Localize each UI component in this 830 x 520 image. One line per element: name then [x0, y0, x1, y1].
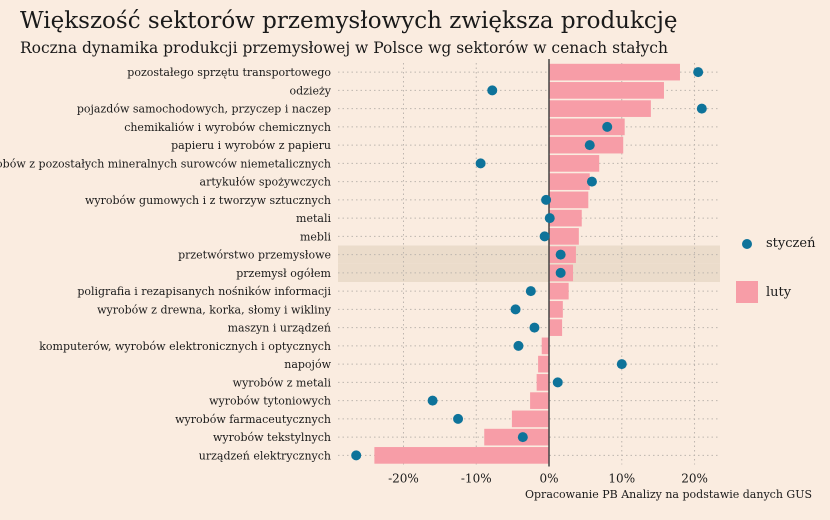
bar-luty — [549, 100, 651, 117]
x-tick-label: 0% — [539, 472, 558, 486]
category-label: wyrobów tytoniowych — [209, 395, 331, 408]
dot-styczen — [552, 377, 563, 388]
dot-styczen — [427, 395, 438, 406]
dot-styczen — [475, 158, 486, 169]
bar-luty — [511, 410, 550, 428]
bar-luty — [549, 191, 589, 209]
category-label: odzieży — [290, 84, 332, 97]
bar-luty — [549, 282, 569, 300]
category-label: wyrobów tekstylnych — [213, 431, 331, 444]
legend-marker-styczen — [742, 239, 752, 249]
dot-styczen — [586, 176, 597, 187]
legend-marker-luty — [736, 281, 758, 303]
dot-styczen — [510, 304, 521, 315]
dot-styczen — [525, 286, 536, 297]
dot-styczen — [529, 322, 540, 333]
bar-luty — [549, 228, 579, 245]
highlight-band — [338, 263, 720, 282]
dot-styczen — [517, 432, 528, 443]
dot-styczen — [453, 413, 464, 424]
dot-styczen — [555, 249, 566, 260]
category-label: przetwórstwo przemysłowe — [178, 249, 331, 262]
dot-styczen — [616, 359, 627, 370]
dot-styczen — [584, 140, 595, 151]
bar-luty — [484, 428, 550, 446]
category-label: napojów — [284, 358, 331, 371]
dot-styczen — [487, 85, 498, 96]
category-label: przemysł ogółem — [236, 267, 331, 280]
category-label: pozostałego sprzętu transportowego — [127, 66, 331, 79]
bar-luty — [538, 355, 550, 373]
bar-luty — [374, 447, 550, 464]
category-label: wyrobów z pozostałych mineralnych surowc… — [0, 157, 331, 170]
chart-title: Większość sektorów przemysłowych zwiększ… — [20, 8, 678, 34]
category-label: wyrobów gumowych i z tworzyw sztucznych — [85, 194, 331, 207]
legend-label-styczen: styczeń — [766, 236, 816, 251]
dot-styczen — [602, 121, 613, 132]
dot-styczen — [693, 67, 704, 78]
category-label: mebli — [300, 230, 332, 243]
category-label: wyrobów z metali — [233, 376, 332, 389]
bar-luty — [549, 301, 563, 318]
category-label: maszyn i urządzeń — [228, 322, 331, 335]
bar-luty — [549, 118, 625, 136]
bar-luty — [549, 173, 590, 190]
category-label: metali — [296, 212, 331, 225]
x-tick-label: 20% — [681, 472, 708, 486]
dot-styczen — [351, 450, 362, 461]
chart-subtitle: Roczna dynamika produkcji przemysłowej w… — [20, 39, 668, 57]
bar-luty — [549, 209, 582, 227]
bar-luty — [549, 155, 600, 172]
category-label: papieru i wyrobów z papieru — [171, 139, 331, 152]
source-caption: Opracowanie PB Analizy na podstawie dany… — [525, 488, 812, 501]
dot-styczen — [555, 267, 566, 278]
x-tick-label: -10% — [461, 472, 492, 486]
category-label: komputerów, wyrobów elektronicznych i op… — [39, 340, 331, 353]
dot-styczen — [513, 340, 524, 351]
dot-styczen — [544, 213, 555, 224]
bar-luty — [549, 319, 563, 336]
bar-luty — [549, 63, 680, 81]
x-tick-label: -20% — [388, 472, 419, 486]
bar-luty — [530, 392, 550, 409]
dot-styczen — [541, 194, 552, 205]
bar-luty — [541, 337, 550, 355]
category-label: chemikaliów i wyrobów chemicznych — [124, 121, 331, 134]
highlight-band — [338, 245, 720, 264]
category-label: pojazdów samochodowych, przyczep i nacze… — [77, 103, 331, 116]
category-label: wyrobów farmaceutycznych — [175, 413, 331, 426]
bar-luty — [549, 82, 664, 99]
dot-styczen — [539, 231, 550, 242]
category-label: urządzeń elektrycznych — [199, 449, 331, 462]
dot-styczen — [696, 103, 707, 114]
category-label: poligrafia i rezapisanych nośników infor… — [77, 285, 331, 298]
category-label: wyrobów z drewna, korka, słomy i wikliny — [97, 303, 332, 316]
bar-luty — [536, 374, 550, 391]
x-tick-label: 10% — [608, 472, 635, 486]
category-label: artykułów spożywczych — [200, 176, 331, 189]
legend-label-luty: luty — [766, 285, 792, 300]
